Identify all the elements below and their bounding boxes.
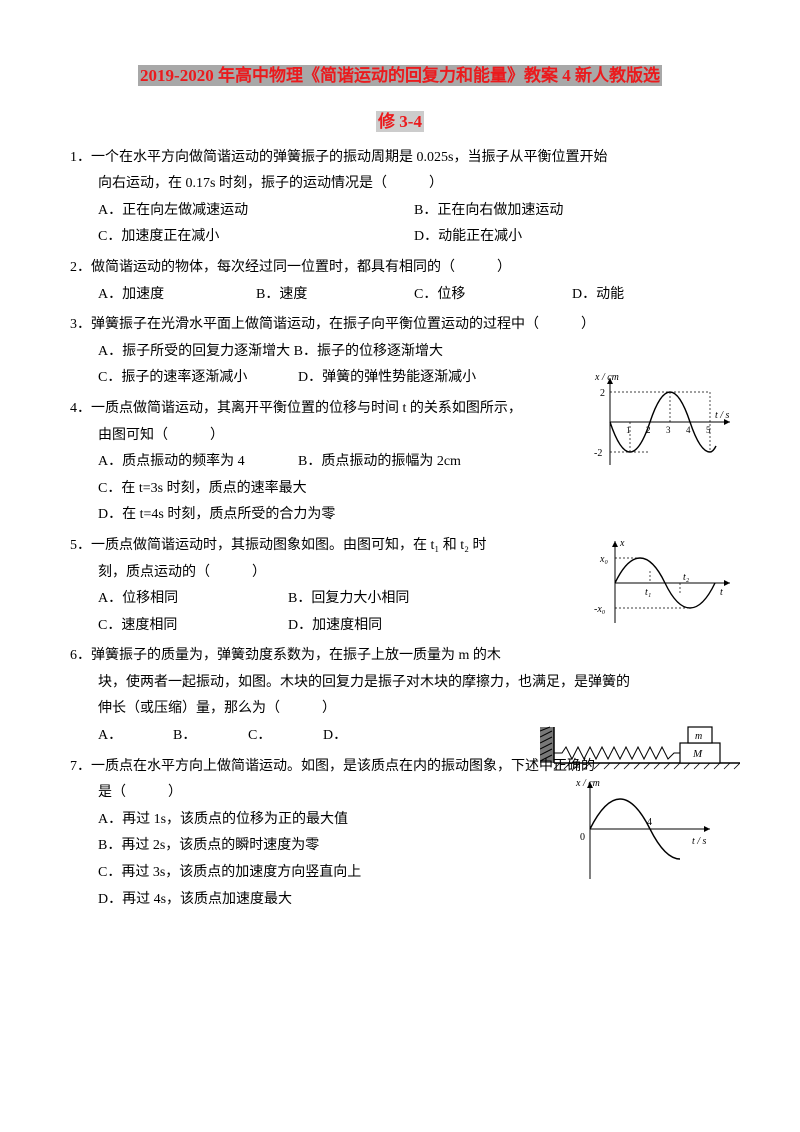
q3-num: 3． <box>70 317 91 332</box>
title-line-1: 2019-2020 年高中物理《简谐运动的回复力和能量》教案 4 新人教版选 <box>70 60 730 92</box>
question-4: x / cm 2 -2 1 2 3 4 5 t / s 4．一质点做简谐运动，其… <box>70 396 730 529</box>
svg-text:-2: -2 <box>594 448 602 459</box>
q4-chart: x / cm 2 -2 1 2 3 4 5 t / s <box>590 370 740 475</box>
q7-chart: x / cm 0 4 t / s <box>570 774 720 889</box>
q7-opt-d: D．再过 4s，该质点加速度最大 <box>98 887 730 914</box>
svg-text:2: 2 <box>600 388 605 399</box>
q5-opt-d: D．加速度相同 <box>288 613 478 640</box>
svg-text:t₁: t₁ <box>645 587 651 598</box>
question-6: M m 6．弹簧振子的质量为，弹簧劲度系数为，在振子上放一质量为 m 的木 块，… <box>70 643 730 749</box>
q5-line1: 一质点做简谐运动时，其振动图象如图。由图可知，在 t₁ 和 t₂ 时 <box>91 538 487 553</box>
q1-opt-d: D．动能正在减小 <box>414 224 730 251</box>
q1-text: 1．一个在水平方向做简谐运动的弹簧振子的振动周期是 0.025s，当振子从平衡位… <box>70 145 730 172</box>
svg-text:-x₀: -x₀ <box>594 604 606 615</box>
q1-opt-row-2: C．加速度正在减小 D．动能正在减小 <box>98 224 730 251</box>
q6-opt-d: D． <box>323 723 398 750</box>
svg-text:0: 0 <box>580 832 585 843</box>
q3-opt-a: A．振子所受的回复力逐渐增大 <box>98 344 290 359</box>
q2-opt-a: A．加速度 <box>98 282 256 309</box>
q4-opt-c: C．在 t=3s 时刻，质点的速率最大 <box>98 476 730 503</box>
title-text-2: 修 3-4 <box>376 111 424 132</box>
q5-opt-row-1: A．位移相同 B．回复力大小相同 <box>98 586 478 613</box>
q4-num: 4． <box>70 401 91 416</box>
q2-opt-c: C．位移 <box>414 282 572 309</box>
q3-opt-c: C．振子的速率逐渐减小 <box>98 365 298 392</box>
q4-opt-b: B．质点振动的振幅为 2cm <box>298 454 461 469</box>
q7-line1: 一质点在水平方向上做简谐运动。如图，是该质点在内的振动图象，下述中正确的 <box>91 759 595 774</box>
svg-text:t: t <box>720 587 723 598</box>
q1-opts: A．正在向左做减速运动 B．正在向右做加速运动 C．加速度正在减小 D．动能正在… <box>70 198 730 251</box>
q6-line2: 块，使两者一起振动，如图。木块的回复力是振子对木块的摩擦力，也满足，是弹簧的 <box>70 670 730 697</box>
q6-opt-a: A． <box>98 723 173 750</box>
svg-text:x: x <box>619 538 625 549</box>
q1-opt-a: A．正在向左做减速运动 <box>98 198 414 225</box>
q5-opt-b: B．回复力大小相同 <box>288 586 478 613</box>
svg-text:4: 4 <box>686 425 691 435</box>
q3-line1: 弹簧振子在光滑水平面上做简谐运动，在振子向平衡位置运动的过程中（ ） <box>91 317 595 332</box>
q5-num: 5． <box>70 538 91 553</box>
question-5: x x₀ -x₀ t₁ t₂ t 5．一质点做简谐运动时，其振动图象如图。由图可… <box>70 533 730 639</box>
title-text-1: 2019-2020 年高中物理《简谐运动的回复力和能量》教案 4 新人教版选 <box>138 65 662 86</box>
q3-opt-d: D．弹簧的弹性势能逐渐减小 <box>298 370 476 385</box>
q1-opt-row-1: A．正在向左做减速运动 B．正在向右做加速运动 <box>98 198 730 225</box>
q6-num: 6． <box>70 648 91 663</box>
q5-chart: x x₀ -x₀ t₁ t₂ t <box>590 533 740 633</box>
document-page: 2019-2020 年高中物理《简谐运动的回复力和能量》教案 4 新人教版选 修… <box>0 0 800 1132</box>
svg-text:1: 1 <box>626 425 631 435</box>
svg-text:m: m <box>695 731 702 742</box>
q2-opt-b: B．速度 <box>256 282 414 309</box>
q2-line1: 做简谐运动的物体，每次经过同一位置时，都具有相同的（ ） <box>91 260 511 275</box>
svg-text:3: 3 <box>666 425 671 435</box>
svg-text:t₂: t₂ <box>683 572 690 583</box>
q4-opt-a: A．质点振动的频率为 4 <box>98 449 298 476</box>
q4-opt-d: D．在 t=4s 时刻，质点所受的合力为零 <box>98 502 730 529</box>
svg-text:x₀: x₀ <box>599 554 608 565</box>
q2-opt-d: D．动能 <box>572 282 730 309</box>
q4-line1: 一质点做简谐运动，其离开平衡位置的位移与时间 t 的关系如图所示， <box>91 401 522 416</box>
question-2: 2．做简谐运动的物体，每次经过同一位置时，都具有相同的（ ） A．加速度 B．速… <box>70 255 730 308</box>
q6-line1: 弹簧振子的质量为，弹簧劲度系数为，在振子上放一质量为 m 的木 <box>91 648 501 663</box>
q1-num: 1． <box>70 150 91 165</box>
q3-opt-b: B．振子的位移逐渐增大 <box>294 344 443 359</box>
svg-text:2: 2 <box>646 425 651 435</box>
q6-opt-b: B． <box>173 723 248 750</box>
title-line-2: 修 3-4 <box>70 106 730 138</box>
svg-text:x / cm: x / cm <box>575 778 600 789</box>
question-1: 1．一个在水平方向做简谐运动的弹簧振子的振动周期是 0.025s，当振子从平衡位… <box>70 145 730 251</box>
q1-opt-c: C．加速度正在减小 <box>98 224 414 251</box>
q1-line1: 一个在水平方向做简谐运动的弹簧振子的振动周期是 0.025s，当振子从平衡位置开… <box>91 150 607 165</box>
q1-opt-b: B．正在向右做加速运动 <box>414 198 730 225</box>
q2-num: 2． <box>70 260 91 275</box>
q7-num: 7． <box>70 759 91 774</box>
svg-text:t / s: t / s <box>692 836 707 847</box>
q5-opt-a: A．位移相同 <box>98 586 288 613</box>
q5-opt-row-2: C．速度相同 D．加速度相同 <box>98 613 478 640</box>
q3-opt-row-1: A．振子所受的回复力逐渐增大 B．振子的位移逐渐增大 <box>98 339 730 366</box>
question-7: x / cm 0 4 t / s 7．一质点在水平方向上做简谐运动。如图，是该质… <box>70 754 730 914</box>
q1-line2: 向右运动，在 0.17s 时刻，振子的运动情况是（ ） <box>70 171 730 198</box>
svg-text:t / s: t / s <box>715 410 730 421</box>
q3-text: 3．弹簧振子在光滑水平面上做简谐运动，在振子向平衡位置运动的过程中（ ） <box>70 312 730 339</box>
q2-opts: A．加速度 B．速度 C．位移 D．动能 <box>70 282 730 309</box>
q6-opt-c: C． <box>248 723 323 750</box>
q6-text: 6．弹簧振子的质量为，弹簧劲度系数为，在振子上放一质量为 m 的木 <box>70 643 730 670</box>
svg-text:4: 4 <box>647 817 652 828</box>
q6-line3: 伸长（或压缩）量，那么为（ ） <box>70 696 730 723</box>
svg-text:5: 5 <box>706 425 711 435</box>
q2-text: 2．做简谐运动的物体，每次经过同一位置时，都具有相同的（ ） <box>70 255 730 282</box>
q5-opt-c: C．速度相同 <box>98 613 288 640</box>
svg-text:x / cm: x / cm <box>594 372 619 383</box>
q6-opts: A． B． C． D． <box>70 723 398 750</box>
